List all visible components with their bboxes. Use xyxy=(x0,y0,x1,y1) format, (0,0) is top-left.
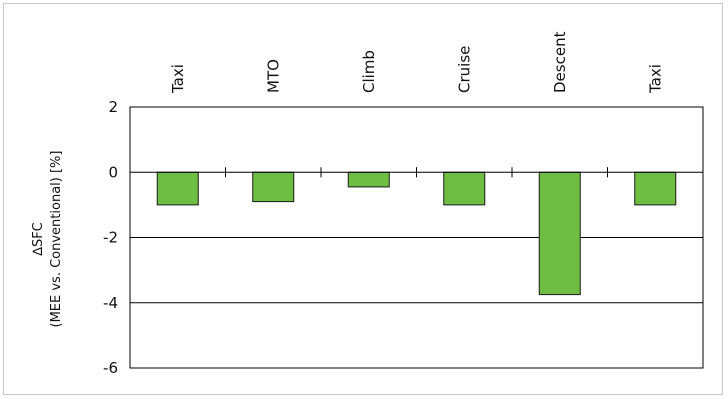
plot-border xyxy=(129,106,704,369)
bar-1 xyxy=(252,171,295,203)
category-label-4: Descent xyxy=(551,31,569,93)
bar-chart: 2 0 -2 -4 -6 Taxi MTO Climb Cruise Descent Taxi ∆… xyxy=(31,31,704,377)
y-tick-label-1: 0 xyxy=(108,163,118,181)
bar-3 xyxy=(443,171,486,206)
y-tick-label-2: -2 xyxy=(103,229,118,247)
category-label-1: MTO xyxy=(264,59,282,93)
y-tick-label-0: 2 xyxy=(108,98,118,116)
grid-lines xyxy=(130,106,703,304)
y-tick-label-4: -6 xyxy=(103,359,118,377)
chart-frame: 2 0 -2 -4 -6 Taxi MTO Climb Cruise Descent Taxi ∆… xyxy=(3,3,723,395)
category-label-3: Cruise xyxy=(455,46,473,93)
bar-4 xyxy=(538,171,581,296)
bar-2 xyxy=(347,171,390,188)
bars xyxy=(156,171,677,296)
y-axis-label: ∆SFC (MEE vs. Conventional) [%] xyxy=(31,151,64,328)
y-tick-label-3: -4 xyxy=(103,294,118,312)
bar-0 xyxy=(156,171,199,206)
category-label-0: Taxi xyxy=(169,64,187,94)
category-label-2: Climb xyxy=(360,50,378,93)
category-label-5: Taxi xyxy=(646,64,664,94)
y-axis-label-line1: ∆SFC xyxy=(31,222,46,257)
category-labels: Taxi MTO Climb Cruise Descent Taxi xyxy=(169,31,665,94)
y-axis-label-line2: (MEE vs. Conventional) [%] xyxy=(49,151,64,328)
axes xyxy=(129,106,704,369)
bar-5 xyxy=(634,171,677,206)
y-tick-labels: 2 0 -2 -4 -6 xyxy=(103,98,118,377)
